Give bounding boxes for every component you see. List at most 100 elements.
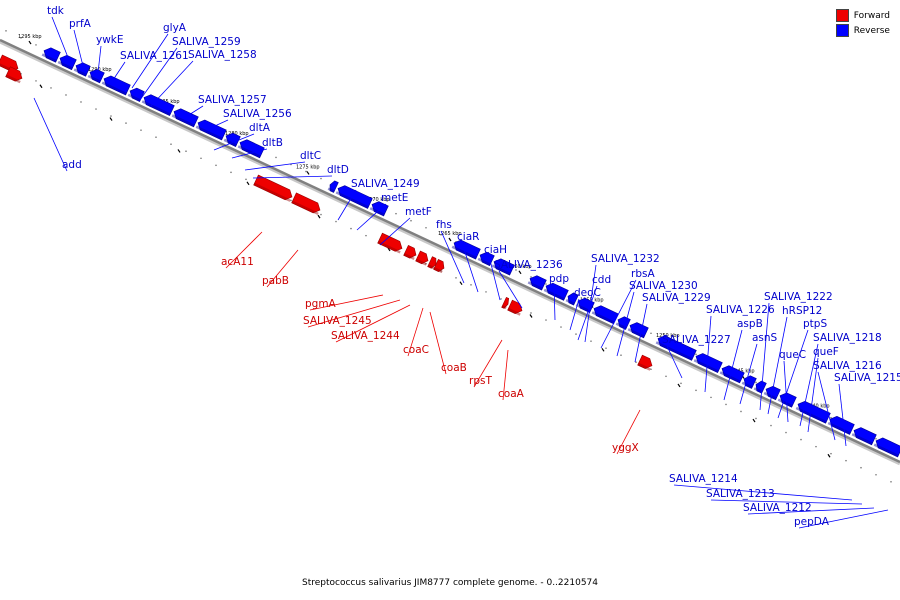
gene-arrow-SALIVA_1230 (615, 316, 631, 330)
tick-label: 1270 kbp (366, 197, 390, 203)
scale-dot (650, 368, 652, 371)
gene-arrow-metE (335, 185, 373, 209)
tick-mark (459, 281, 463, 286)
gene-label-SALIVA_1259: SALIVA_1259 (172, 36, 241, 48)
gene-arrow-SALIVA_1256 (195, 119, 227, 141)
scale-dot (560, 326, 562, 328)
backbone-shadow (0, 39, 900, 466)
leader-cdd (577, 285, 598, 341)
legend-label-reverse: Reverse (853, 25, 890, 36)
gene-label-coaC: coaC (403, 344, 429, 356)
scale-dot (320, 213, 322, 216)
gene-arrow-pabB (291, 192, 321, 216)
gene-arrow-extra (5, 66, 23, 84)
gene-arrow-SALIVA_1249 (327, 180, 339, 193)
gene-label-pgmA: pgmA (305, 298, 337, 310)
tick-mark (28, 40, 32, 45)
scale-dot (500, 298, 502, 300)
gene-label-cdd: cdd (592, 274, 611, 286)
gene-label-ywkE: ywkE (96, 34, 124, 46)
legend-item-reverse: Reverse (835, 23, 890, 38)
gene-label-SALIVA_1214: SALIVA_1214 (669, 473, 738, 485)
scale-dot (875, 437, 877, 440)
gene-label-prfA: prfA (69, 18, 92, 30)
tick-mark (529, 314, 533, 318)
scale-dot (740, 410, 742, 413)
scale-dot (185, 150, 187, 153)
scale-dot (305, 170, 307, 173)
gene-label-SALIVA_1244: SALIVA_1244 (331, 330, 400, 342)
gene-label-coaB: coaB (441, 362, 467, 374)
gene-arrow-dltA (223, 132, 241, 147)
leader-SALIVA_1236 (498, 270, 523, 309)
leader-SALIVA_1214 (673, 484, 853, 501)
gene-arrow-SALIVA_1258 (141, 94, 175, 117)
tick-label: 1250 kbp (656, 333, 680, 339)
gene-arrow-coaB (433, 259, 445, 274)
scale-dot (440, 233, 442, 236)
leader-rpsT (473, 339, 503, 388)
leader-dltD (252, 175, 333, 179)
scale-dot (95, 108, 97, 110)
leader-SALIVA_1230 (616, 291, 635, 357)
tick-label: 1295 kbp (18, 34, 42, 40)
scale-dot (785, 431, 787, 434)
gene-label-queC: queC (779, 349, 806, 361)
map-caption: Streptococcus salivarius JIM8777 complet… (302, 578, 598, 588)
gene-label-SALIVA_1257: SALIVA_1257 (198, 94, 267, 106)
leader-asnS (739, 343, 758, 405)
leader-tdk (51, 16, 72, 66)
gene-label-SALIVA_1245: SALIVA_1245 (303, 315, 372, 327)
legend-item-forward: Forward (835, 8, 890, 23)
scale-dot (140, 129, 142, 131)
leader-metF (379, 217, 411, 246)
leader-coaC (407, 307, 424, 357)
scale-dot (635, 361, 637, 364)
gene-label-pdp: pdp (549, 273, 569, 285)
gene-label-fhs: fhs (436, 219, 452, 231)
reverse-swatch (835, 24, 849, 37)
scale-dot (125, 122, 127, 124)
tick-mark (109, 117, 113, 121)
scale-dot (575, 333, 577, 335)
leader-SALIVA_1226 (704, 315, 712, 393)
tick-mark (827, 453, 831, 458)
leader-dltA (213, 133, 255, 151)
gene-label-SALIVA_1227: SALIVA_1227 (662, 334, 731, 346)
scale-dot (50, 87, 52, 89)
forward-swatch (835, 9, 849, 22)
leader-SALIVA_1222 (759, 302, 770, 411)
gene-arrow-hRSP12 (763, 385, 781, 401)
leader-SALIVA_1245 (307, 299, 401, 328)
scale-dot (170, 143, 172, 145)
gene-label-queF: queF (813, 346, 839, 358)
scale-dot (455, 277, 457, 279)
gene-label-glyA: glyA (163, 22, 187, 34)
gene-label-deoC: deoC (574, 287, 601, 299)
gene-label-dltB: dltB (262, 137, 283, 149)
scale-dot (860, 466, 862, 469)
gene-arrow-SALIVA_1257 (171, 108, 199, 128)
leader-SALIVA_1216 (817, 371, 836, 441)
scale-dot (680, 382, 682, 385)
leader-add (33, 97, 68, 172)
leader-ptpS (777, 329, 809, 419)
scale-dot (425, 262, 427, 265)
scale-dot (245, 178, 247, 181)
scale-dot (695, 389, 697, 392)
gene-labels: tdkprfAywkEglyASALIVA_1261SALIVA_1259SAL… (47, 5, 900, 528)
leader-SALIVA_1258 (149, 60, 194, 108)
leader-aspB (723, 329, 743, 401)
scale-dot (320, 177, 322, 180)
gene-arrow-cdd (565, 292, 579, 306)
gene-arrow-SALIVA_1226 (693, 353, 723, 373)
gene-label-SALIVA_1226: SALIVA_1226 (706, 304, 775, 316)
scale-dot (530, 312, 532, 314)
gene-arrow-rbsA (591, 305, 619, 325)
gene-label-SALIVA_1213: SALIVA_1213 (706, 488, 775, 500)
leader-SALIVA_1261 (112, 61, 126, 81)
gene-arrow-dltB (237, 139, 265, 159)
leader-dltC (244, 161, 306, 171)
gene-label-rpsT: rpsT (469, 375, 492, 387)
gene-label-SALIVA_1258: SALIVA_1258 (188, 49, 257, 61)
